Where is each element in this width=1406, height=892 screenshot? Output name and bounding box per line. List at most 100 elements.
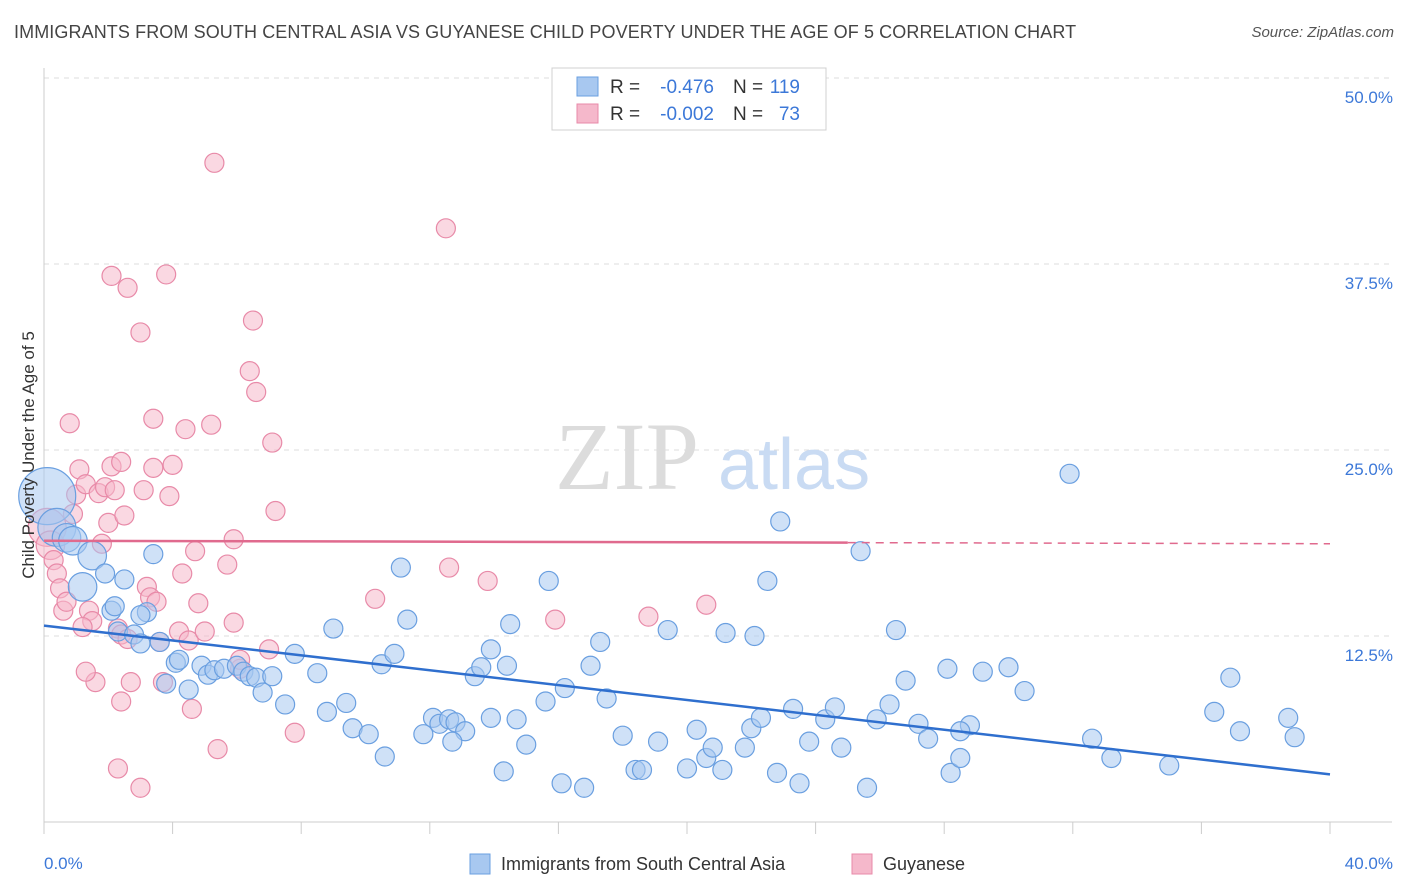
guyanese-point: [265, 500, 286, 522]
south-central-asia-points: [18, 463, 1305, 798]
south-central-asia-point: [770, 511, 791, 532]
south-central-asia-point: [1101, 747, 1122, 769]
south-central-asia-point: [442, 731, 463, 752]
south-central-asia-point: [702, 737, 723, 758]
south-central-asia-point: [850, 541, 871, 562]
guyanese-point: [217, 554, 238, 575]
south-central-asia-point: [252, 682, 273, 703]
south-central-asia-point: [114, 569, 135, 590]
south-central-asia-point: [168, 649, 190, 670]
bottom-legend-label-pink: Guyanese: [883, 854, 965, 874]
south-central-asia-point: [384, 643, 405, 664]
south-central-asia-point: [856, 777, 878, 798]
south-central-asia-point: [1159, 755, 1180, 776]
south-central-asia-point: [831, 737, 852, 758]
legend-r-value-2: -0.002: [660, 104, 714, 125]
guyanese-point: [130, 322, 151, 343]
south-central-asia-point: [397, 609, 418, 630]
x-tick-label-min: 0.0%: [44, 854, 83, 873]
south-central-asia-point: [538, 570, 559, 592]
south-central-asia-point: [104, 596, 125, 617]
south-central-asia-point: [316, 701, 338, 722]
south-central-asia-point: [734, 737, 755, 758]
guyanese-point: [239, 361, 260, 382]
guyanese-point: [114, 505, 135, 526]
guyanese-point: [194, 621, 215, 642]
south-central-asia-point: [712, 759, 733, 781]
guyanese-point: [262, 432, 283, 453]
south-central-asia-point: [554, 677, 575, 699]
south-central-asia-point: [374, 746, 395, 767]
south-central-asia-point: [336, 692, 357, 714]
south-central-asia-point: [413, 724, 434, 745]
south-central-asia-point: [895, 670, 916, 691]
guyanese-point: [201, 414, 222, 435]
south-central-asia-point: [950, 747, 971, 769]
south-central-asia-point: [535, 691, 556, 712]
guyanese-point: [162, 454, 183, 475]
guyanese-point: [223, 612, 244, 633]
south-central-asia-point: [631, 759, 653, 781]
guyanese-trend-line-extension: [847, 541, 1331, 545]
south-central-asia-point: [506, 709, 527, 730]
south-central-asia-point: [789, 773, 810, 794]
guyanese-point: [120, 672, 141, 693]
south-central-asia-trend-line: [43, 624, 1331, 776]
south-central-asia-point: [647, 731, 669, 752]
guyanese-point: [188, 593, 209, 614]
south-central-asia-point: [358, 724, 379, 745]
chart-source: Source: ZipAtlas.com: [1251, 24, 1394, 41]
guyanese-point: [172, 563, 193, 584]
south-central-asia-point: [471, 657, 492, 678]
bottom-legend-swatch-pink: [851, 853, 873, 875]
south-central-asia-point: [782, 698, 804, 720]
south-central-asia-point: [972, 661, 993, 682]
guyanese-point: [101, 265, 122, 287]
x-tick-label-max: 40.0%: [1345, 854, 1393, 873]
south-central-asia-point: [918, 728, 939, 749]
south-central-asia-point: [516, 734, 537, 755]
guyanese-point: [159, 486, 180, 507]
watermark-atlas: atlas: [718, 425, 870, 505]
legend-swatch-blue: [576, 76, 599, 97]
y-tick-label-3: 50.0%: [1345, 88, 1393, 107]
south-central-asia-point: [94, 563, 116, 584]
south-central-asia-point: [590, 631, 611, 653]
south-central-asia-point: [824, 697, 845, 718]
legend-r-label-2: R =: [610, 104, 640, 125]
guyanese-trend-line: [43, 539, 848, 544]
south-central-asia-point: [1284, 727, 1305, 748]
south-central-asia-point: [676, 758, 698, 779]
guyanese-point: [185, 541, 206, 562]
top-legend: R = -0.476 N = 119 R = -0.002 N = 73: [551, 67, 827, 131]
guyanese-point: [284, 722, 305, 743]
guyanese-point: [438, 557, 460, 578]
south-central-asia-point: [480, 707, 501, 728]
south-central-asia-point: [1014, 680, 1035, 702]
south-central-asia-point: [596, 688, 617, 709]
guyanese-point: [59, 413, 80, 434]
guyanese-point: [258, 639, 280, 660]
guyanese-point: [133, 480, 154, 501]
south-central-asia-point: [1220, 667, 1241, 688]
guyanese-point: [242, 310, 264, 331]
y-tick-label-0: 12.5%: [1345, 646, 1393, 665]
watermark-zip: ZIP: [555, 403, 699, 510]
south-central-asia-point: [149, 631, 170, 653]
south-central-asia-point: [937, 658, 958, 679]
bottom-legend: Immigrants from South Central Asia Guyan…: [469, 853, 965, 875]
south-central-asia-point: [1081, 728, 1103, 749]
south-central-asia-point: [156, 673, 177, 694]
south-central-asia-point: [750, 707, 772, 728]
south-central-asia-point: [496, 655, 518, 676]
guyanese-point: [207, 738, 228, 760]
south-central-asia-point: [307, 663, 328, 684]
y-axis-label: Child Poverty Under the Age of 5: [19, 331, 38, 579]
south-central-asia-point: [1204, 701, 1225, 722]
south-central-asia-point: [940, 762, 961, 783]
south-central-asia-point: [262, 666, 283, 687]
guyanese-point: [365, 588, 386, 609]
south-central-asia-point: [866, 709, 887, 730]
south-central-asia-point: [612, 725, 633, 746]
guyanese-point: [117, 277, 138, 298]
